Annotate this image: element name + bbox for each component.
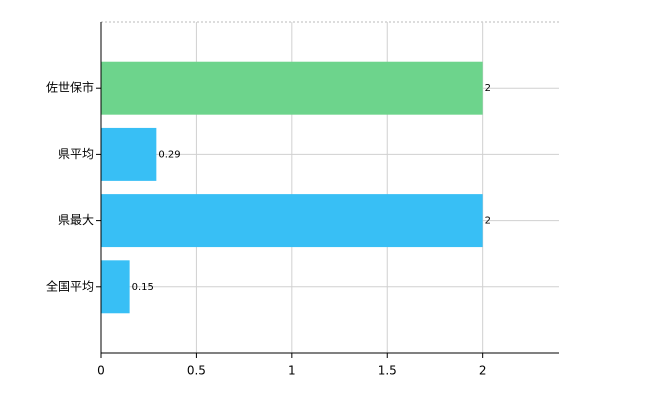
x-tick-label: 1.5: [378, 364, 397, 378]
value-label: 0.29: [158, 149, 180, 160]
bar: [101, 61, 483, 115]
y-tick-label: 佐世保市: [46, 80, 94, 95]
y-tick-label: 県平均: [58, 147, 94, 161]
x-tick-label: 1: [288, 364, 296, 378]
x-tick-label: 0: [97, 364, 105, 378]
bar: [101, 127, 157, 181]
value-label: 2: [485, 83, 491, 94]
x-tick-label: 2: [479, 364, 487, 378]
x-tick-label: 0.5: [187, 364, 206, 378]
bar: [101, 194, 483, 248]
y-tick-label: 県最大: [58, 213, 94, 227]
value-label: 0.15: [132, 282, 154, 293]
bar: [101, 260, 130, 314]
y-tick-label: 全国平均: [46, 278, 94, 293]
value-label: 2: [485, 216, 491, 227]
